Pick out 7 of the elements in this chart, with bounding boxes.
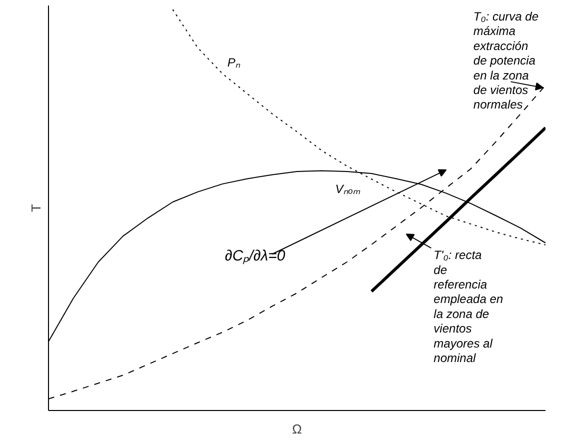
- annotation: T₀: curva de máxima extracción de potencia en la zona de vientos normales: [473, 10, 539, 112]
- y-axis-title: T: [28, 204, 44, 212]
- annotation: ∂Cₚ/∂λ=0: [224, 248, 286, 265]
- annotation: T'₀: recta de referencia empleada en la zona de vientos mayores al nominal: [434, 248, 504, 365]
- series-label: Vₙₒₘ: [335, 182, 362, 196]
- series-label: Pₙ: [227, 56, 240, 70]
- x-axis-title: Ω: [292, 422, 302, 436]
